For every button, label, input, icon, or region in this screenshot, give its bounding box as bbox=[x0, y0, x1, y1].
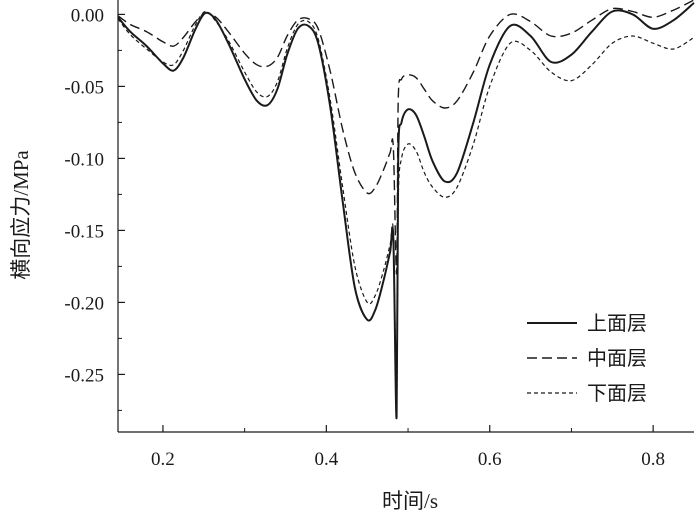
y-tick-label: -0.05 bbox=[64, 77, 104, 98]
legend-label-1: 上面层 bbox=[587, 312, 647, 335]
plot-area: 0.2 0.4 0.6 0.8 0.00 -0.05 -0.10 -0.15 -0.20 -0.… bbox=[64, 0, 695, 470]
y-tick-label: -0.20 bbox=[64, 293, 104, 314]
x-tick-label: 0.6 bbox=[478, 449, 502, 470]
series-line-3 bbox=[117, 10, 695, 401]
y-tick-label: -0.10 bbox=[64, 149, 104, 170]
series-layer bbox=[117, 0, 695, 419]
x-tick-label: 0.2 bbox=[151, 449, 175, 470]
x-axis-title: 时间/s bbox=[382, 489, 438, 513]
series-line-2 bbox=[117, 0, 695, 275]
y-tick-label: -0.25 bbox=[64, 365, 104, 386]
legend-label-2: 中面层 bbox=[587, 347, 647, 370]
legend-label-3: 下面层 bbox=[587, 383, 647, 405]
y-tick-label: -0.15 bbox=[64, 221, 104, 242]
x-tick-label: 0.8 bbox=[641, 449, 665, 470]
y-axis-title: 横向应力/MPa bbox=[9, 150, 33, 280]
y-tick-label: 0.00 bbox=[71, 5, 104, 26]
series-line-1 bbox=[117, 2, 695, 419]
x-tick-label: 0.4 bbox=[314, 449, 338, 470]
y-axis-ticks: 0.00 -0.05 -0.10 -0.15 -0.20 -0.25 bbox=[64, 5, 125, 411]
x-axis-ticks: 0.2 0.4 0.6 0.8 bbox=[151, 425, 665, 470]
